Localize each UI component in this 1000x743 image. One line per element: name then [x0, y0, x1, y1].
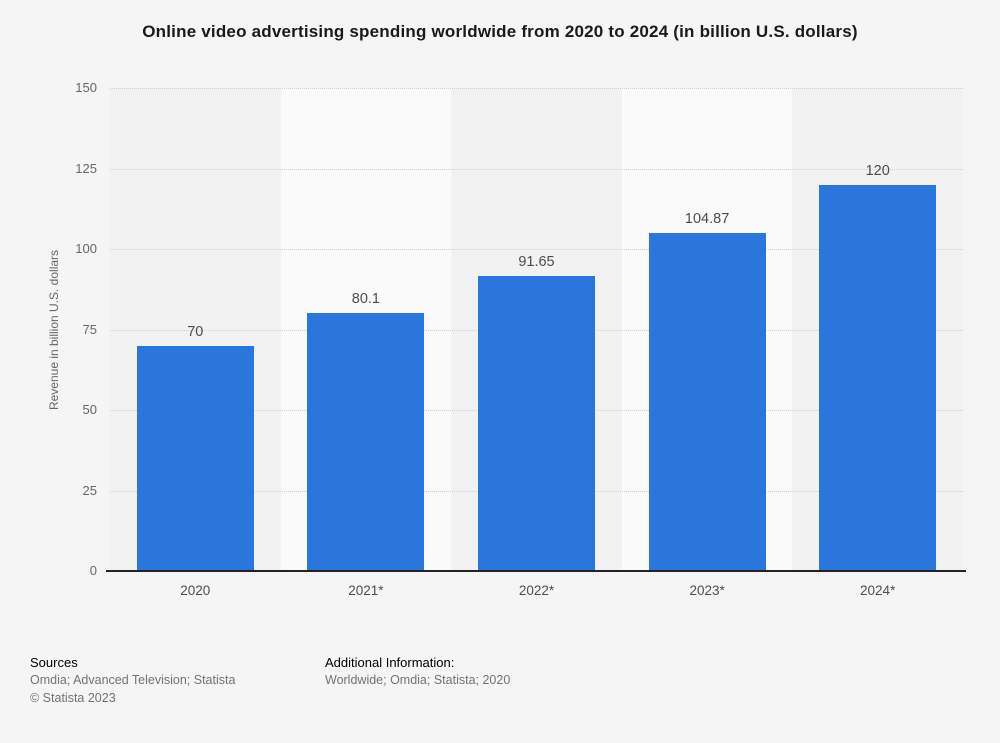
- copyright-line: © Statista 2023: [30, 691, 116, 705]
- x-tick-label-2023: 2023*: [689, 583, 725, 598]
- bar-2023: [648, 233, 766, 571]
- additional-information-line: Worldwide; Omdia; Statista; 2020: [325, 673, 511, 687]
- y-tick-label-75: 75: [82, 321, 97, 337]
- gridline-125: [110, 168, 963, 170]
- y-tick-label-0: 0: [89, 563, 97, 578]
- x-tick-label-2022: 2022*: [518, 583, 555, 598]
- bar-value-label-2022: 91.65: [518, 253, 555, 270]
- bar-value-label-2020: 70: [187, 323, 204, 340]
- x-tick-label-2021: 2021*: [348, 583, 384, 598]
- chart-title: Online video advertising spending worldw…: [142, 22, 858, 41]
- x-axis-baseline: [106, 570, 966, 572]
- x-tick-label-2024: 2024*: [860, 583, 896, 598]
- y-tick-label-50: 50: [82, 402, 97, 417]
- x-tick-label-2020: 2020: [180, 583, 211, 598]
- gridline-150: [110, 88, 963, 89]
- sources-label: Sources: [30, 655, 78, 670]
- bar-2022: [478, 275, 595, 571]
- y-tick-label-100: 100: [75, 241, 97, 256]
- additional-information-label: Additional Information:: [325, 655, 455, 670]
- bar-value-label-2024: 120: [865, 162, 890, 179]
- bar-value-label-2021: 80.1: [351, 291, 380, 308]
- gridline-100: [110, 249, 963, 250]
- bar-value-label-2023: 104.87: [684, 211, 730, 228]
- bar-2021: [307, 313, 425, 571]
- bar-2020: [136, 345, 254, 571]
- bar-2024: [819, 184, 937, 571]
- y-tick-label-150: 150: [75, 80, 97, 95]
- plot-area: 70 80.1 91.65 104.87 120: [110, 88, 963, 571]
- y-tick-label-25: 25: [82, 482, 97, 498]
- sources-line: Omdia; Advanced Television; Statista: [30, 673, 236, 687]
- y-tick-label-125: 125: [75, 160, 97, 176]
